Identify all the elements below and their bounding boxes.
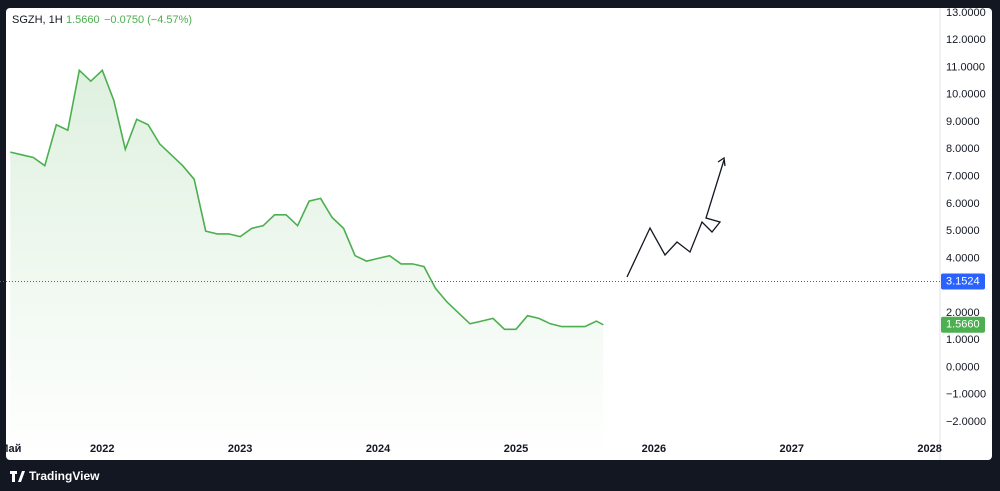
x-tick-label: 2022 — [90, 443, 114, 455]
x-tick-label: 2023 — [228, 443, 252, 455]
change: −0.0750 (−4.57%) — [104, 14, 192, 26]
y-tick-label: 5.0000 — [946, 225, 980, 237]
line — [10, 68, 604, 331]
x-tick-label: 2027 — [780, 443, 804, 455]
x-tick-label: 2024 — [366, 443, 391, 455]
symbol: SGZH, 1H — [12, 14, 63, 26]
price-badge — [941, 273, 985, 290]
last-badge — [941, 316, 985, 333]
y-tick-label: −1.0000 — [946, 389, 986, 401]
y-tick-label: 10.0000 — [946, 89, 986, 101]
y-tick-label: 13.0000 — [946, 7, 986, 19]
last-badge-label: 1.5660 — [946, 319, 980, 331]
y-tick-label: 0.0000 — [946, 361, 980, 373]
x-tick-label: Май — [0, 443, 21, 455]
y-tick-label: 8.0000 — [946, 143, 980, 155]
x-tick-label: 2026 — [642, 443, 666, 455]
price-badge-label: 3.1524 — [946, 275, 980, 287]
forecast-drawing — [626, 159, 725, 278]
area — [10, 70, 604, 459]
y-tick-label: 2.0000 — [946, 307, 980, 319]
y-tick-label: 11.0000 — [946, 61, 985, 73]
y-tick-label: 4.0000 — [946, 252, 980, 264]
y-tick-label: 7.0000 — [946, 171, 980, 183]
arrow-head — [717, 156, 726, 167]
y-tick-label: 9.0000 — [946, 116, 980, 128]
last-price: 1.5660 — [66, 14, 100, 26]
brand: TradingView — [29, 469, 100, 483]
logo: TradingView — [10, 469, 100, 483]
x-tick-label: 2028 — [917, 443, 941, 455]
y-tick-label: 1.0000 — [946, 334, 980, 346]
y-tick-label: −2.0000 — [946, 416, 986, 428]
x-tick-label: 2025 — [504, 443, 528, 455]
y-tick-label: 6.0000 — [946, 198, 980, 210]
y-tick-label: 12.0000 — [946, 34, 986, 46]
